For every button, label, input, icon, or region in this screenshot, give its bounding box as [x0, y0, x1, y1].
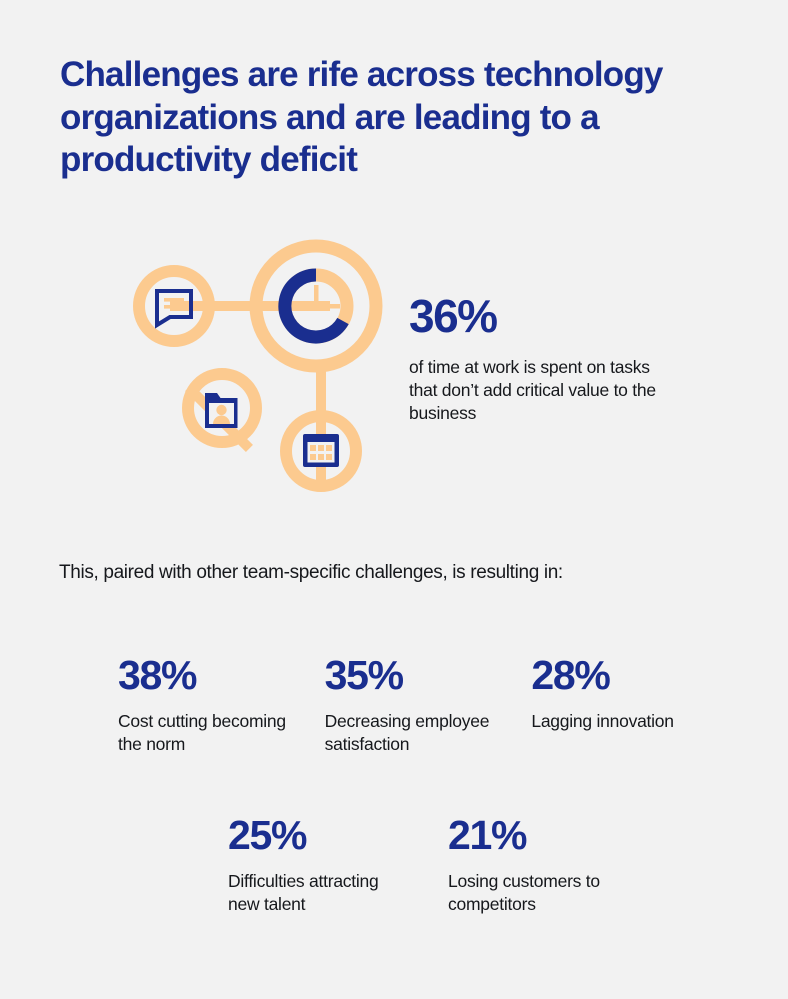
- folder-node: [182, 368, 262, 448]
- hero-stat-percent: 36%: [409, 290, 498, 342]
- stat-percent: 28%: [531, 652, 610, 698]
- stat-item: 28% Lagging innovation: [531, 655, 738, 755]
- stat-percent: 35%: [324, 652, 404, 698]
- calendar-icon: [303, 434, 339, 467]
- stats-row-secondary: 25% Difficulties attracting new talent 2…: [228, 815, 668, 915]
- folder-person-icon: [205, 393, 238, 428]
- calendar-node: [280, 410, 362, 492]
- clock-node: [249, 239, 383, 373]
- page-title: Challenges are rife across technology or…: [60, 55, 663, 180]
- leadin-text: This, paired with other team-specific ch…: [59, 562, 563, 583]
- stat-label: Cost cutting becoming the norm: [118, 711, 286, 754]
- stat-label: Losing customers to competitors: [448, 871, 600, 914]
- stat-percent: 25%: [228, 812, 307, 858]
- chat-node: [133, 265, 215, 347]
- stat-item: 35% Decreasing employee satisfaction: [325, 655, 532, 755]
- node-diagram: [110, 225, 410, 515]
- chat-bubble-icon: [155, 289, 193, 329]
- stat-percent: 38%: [118, 652, 197, 698]
- stat-label: Decreasing employee satisfaction: [324, 711, 490, 754]
- stat-item: 21% Losing customers to competitors: [448, 815, 668, 915]
- stat-item: 38% Cost cutting becoming the norm: [118, 655, 325, 755]
- hero-stat-description: of time at work is spent on tasks that d…: [409, 357, 656, 423]
- stat-item: 25% Difficulties attracting new talent: [228, 815, 448, 915]
- stat-label: Lagging innovation: [531, 711, 674, 731]
- hero-stat: 36% of time at work is spent on tasks th…: [409, 293, 709, 424]
- stat-percent: 21%: [448, 812, 527, 858]
- stats-row-primary: 38% Cost cutting becoming the norm 35% D…: [118, 655, 738, 755]
- stat-label: Difficulties attracting new talent: [228, 871, 379, 914]
- clock-donut-icon: [278, 268, 354, 344]
